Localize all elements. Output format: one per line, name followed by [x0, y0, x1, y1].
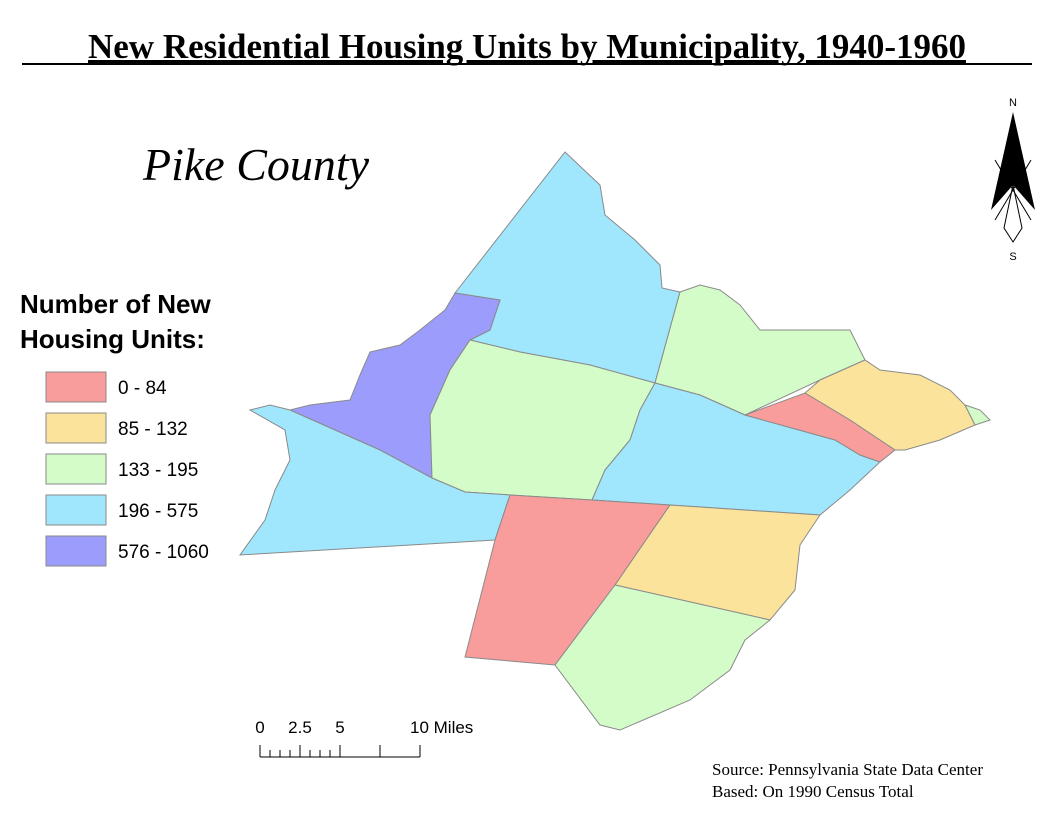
legend-label: 0 - 84 [118, 378, 167, 399]
municipality [554, 584, 772, 731]
south-label: S [1009, 251, 1016, 263]
source-text: Based: On 1990 Census Total [712, 782, 914, 801]
north-arrow: N S [991, 97, 1035, 263]
scale-bar: 0 2.5 5 10 Miles [255, 718, 473, 758]
legend-swatch [45, 535, 107, 567]
source-text: Source: Pennsylvania State Data Center [712, 760, 983, 779]
legend-swatch [45, 412, 107, 444]
municipalities [238, 151, 991, 731]
legend-label: 133 - 195 [118, 460, 198, 481]
municipality [743, 392, 896, 463]
north-label: N [1009, 97, 1017, 109]
legend-label: 576 - 1060 [118, 542, 209, 563]
scale-label: 2.5 [288, 718, 312, 737]
map-title: New Residential Housing Units by Municip… [88, 27, 966, 66]
legend-swatch [45, 494, 107, 526]
scale-label: 10 Miles [410, 718, 473, 737]
legend: 0 - 84 85 - 132 133 - 195 196 - 575 576 - 10… [45, 371, 209, 567]
municipality [964, 404, 991, 426]
subtitle: Pike County [142, 139, 370, 190]
legend-swatch [45, 371, 107, 403]
legend-title: Housing Units: [20, 324, 205, 354]
legend-label: 85 - 132 [118, 419, 188, 440]
scale-label: 5 [335, 718, 344, 737]
legend-swatch [45, 453, 107, 485]
legend-label: 196 - 575 [118, 501, 198, 522]
legend-title: Number of New [20, 289, 211, 319]
scale-label: 0 [255, 718, 264, 737]
